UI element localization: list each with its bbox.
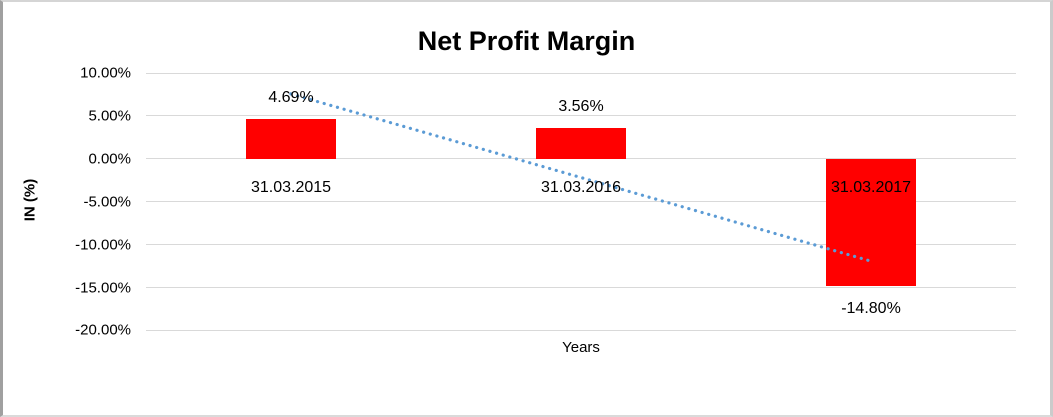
- data-label: 3.56%: [558, 98, 604, 116]
- category-label: 31.03.2017: [830, 178, 912, 196]
- y-tick-label: 5.00%: [88, 107, 131, 125]
- y-tick-label: -20.00%: [75, 321, 131, 339]
- trendline: [289, 92, 873, 263]
- y-tick-label: -5.00%: [83, 193, 131, 211]
- y-tick-label: -10.00%: [75, 236, 131, 254]
- category-label: 31.03.2016: [540, 178, 622, 196]
- category-label: 31.03.2015: [250, 178, 332, 196]
- data-label: -14.80%: [841, 299, 901, 317]
- y-tick-label: -15.00%: [75, 279, 131, 296]
- chart-title: Net Profit Margin: [417, 26, 636, 56]
- y-tick-label: 0.00%: [88, 150, 131, 168]
- gridline: [146, 72, 1016, 74]
- x-axis-title: Years: [562, 339, 600, 356]
- y-tick-label: 10.00%: [80, 64, 131, 82]
- bar-31.03.2016: [536, 128, 626, 159]
- gridline: [146, 287, 1016, 288]
- gridline: [146, 329, 1016, 331]
- bar-31.03.2015: [246, 118, 336, 159]
- data-label: 4.69%: [268, 88, 314, 106]
